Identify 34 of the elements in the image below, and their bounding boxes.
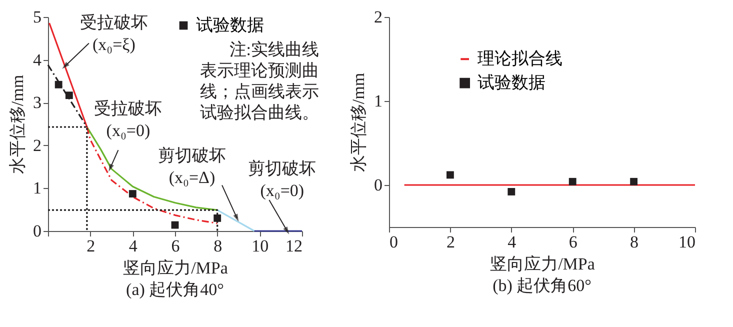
y-tick-label: 3 (33, 93, 42, 112)
legend-label: 试验数据 (196, 16, 264, 34)
y-axis-title: 水平位移/mm (349, 72, 368, 172)
annotation: 剪切破坏 (x₀=0) (248, 159, 316, 200)
y-tick-label: 2 (374, 8, 382, 26)
x-tick-label: 0 (390, 232, 398, 252)
y-tick-label: 1 (374, 92, 382, 110)
y-tick-label: 4 (33, 50, 42, 70)
annotation: 注:实线曲线表示理论预测曲线；点画线表示试验拟合曲线。 (200, 40, 319, 122)
x-tick-label: 4 (128, 236, 138, 256)
y-tick-label: 0 (374, 176, 382, 194)
y-tick-label: 5 (33, 8, 42, 26)
x-tick-label: 8 (630, 232, 639, 252)
x-axis-title: 竖向应力/MPa (490, 254, 596, 274)
legend-label: 试验数据 (477, 73, 546, 92)
x-tick-label: 2 (86, 236, 96, 256)
x-tick-label: 10 (678, 232, 696, 252)
text: (a) 起伏角40° (126, 280, 224, 299)
y-tick-label: 2 (33, 136, 42, 155)
legend-label: 理论拟合线 (477, 49, 562, 68)
x-tick-label: 6 (171, 236, 180, 256)
annotation: 受拉破坏 (x₀=0) (94, 99, 162, 140)
x-axis-title: 竖向应力/MPa (123, 258, 228, 278)
x-tick-label: 2 (446, 232, 455, 252)
text: (b) 起伏角60° (492, 276, 592, 295)
y-tick-label: 1 (33, 178, 42, 198)
x-tick-label: 12 (286, 236, 302, 256)
x-tick-label: 8 (214, 236, 222, 256)
y-axis-title: 水平位移/mm (8, 74, 27, 174)
annotation: 受拉破坏 (x₀=ξ) (80, 13, 148, 54)
annotation: 剪切破坏 (x₀=Δ) (158, 146, 226, 188)
x-tick-label: 4 (508, 232, 517, 252)
x-tick-label: 10 (252, 236, 269, 256)
x-tick-label: 6 (568, 232, 578, 252)
